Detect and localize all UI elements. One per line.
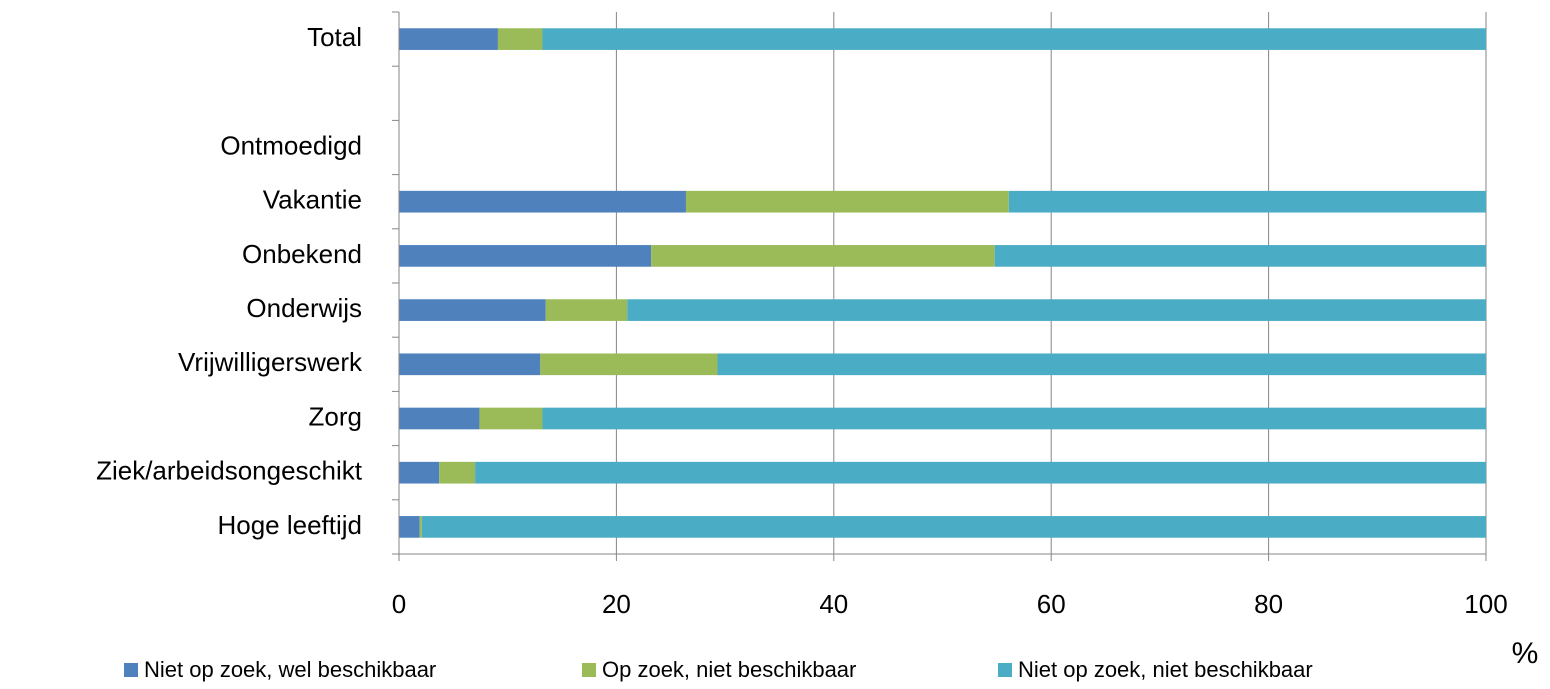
y-tick-label: Vrijwilligerswerk bbox=[178, 347, 363, 377]
bar-segment bbox=[1008, 190, 1486, 213]
legend-swatch bbox=[582, 663, 596, 677]
x-tick-label: 80 bbox=[1254, 589, 1283, 619]
bar-segment bbox=[399, 28, 498, 50]
bar-segment bbox=[399, 407, 480, 430]
bar-segment bbox=[542, 407, 1486, 430]
x-tick-label: 60 bbox=[1037, 589, 1066, 619]
legend-swatch bbox=[998, 663, 1012, 677]
x-tick-label: 40 bbox=[819, 589, 848, 619]
bar-segment bbox=[399, 461, 440, 484]
bar-segment bbox=[540, 353, 718, 376]
y-tick-label: Zorg bbox=[309, 401, 362, 431]
x-axis-label: % bbox=[1512, 637, 1539, 670]
bar-segment bbox=[399, 245, 652, 267]
bar-segment bbox=[399, 190, 686, 213]
y-tick-label: Ontmoedigd bbox=[220, 130, 362, 160]
bar-segment bbox=[545, 299, 628, 321]
y-tick-label: Vakantie bbox=[263, 185, 362, 215]
x-tick-label: 20 bbox=[602, 589, 631, 619]
bar-segment bbox=[994, 245, 1486, 267]
bar-segment bbox=[399, 516, 420, 538]
x-tick-label: 0 bbox=[392, 589, 406, 619]
legend-label: Op zoek, niet beschikbaar bbox=[602, 657, 856, 682]
y-tick-label: Onbekend bbox=[242, 239, 362, 269]
bar-segment bbox=[542, 28, 1486, 50]
legend-label: Niet op zoek, niet beschikbaar bbox=[1018, 657, 1313, 682]
bar-segment bbox=[421, 516, 1486, 538]
bar-segment bbox=[627, 299, 1486, 321]
y-tick-label: Onderwijs bbox=[246, 293, 362, 323]
bar-segment bbox=[475, 461, 1487, 484]
bar-segment bbox=[717, 353, 1486, 376]
legend-swatch bbox=[124, 663, 138, 677]
bar-segment bbox=[685, 190, 1009, 213]
y-tick-label: Ziek/arbeidsongeschikt bbox=[96, 456, 363, 486]
bar-segment bbox=[651, 245, 995, 267]
bar-segment bbox=[419, 516, 422, 538]
bar-segment bbox=[439, 461, 476, 484]
y-tick-label: Total bbox=[307, 22, 362, 52]
y-tick-label: Hoge leeftijd bbox=[217, 510, 362, 540]
bar-segment bbox=[497, 28, 543, 50]
bar-segment bbox=[399, 299, 546, 321]
bar-segment bbox=[479, 407, 543, 430]
legend-label: Niet op zoek, wel beschikbaar bbox=[144, 657, 436, 682]
bar-segment bbox=[399, 353, 541, 376]
x-tick-label: 100 bbox=[1464, 589, 1507, 619]
